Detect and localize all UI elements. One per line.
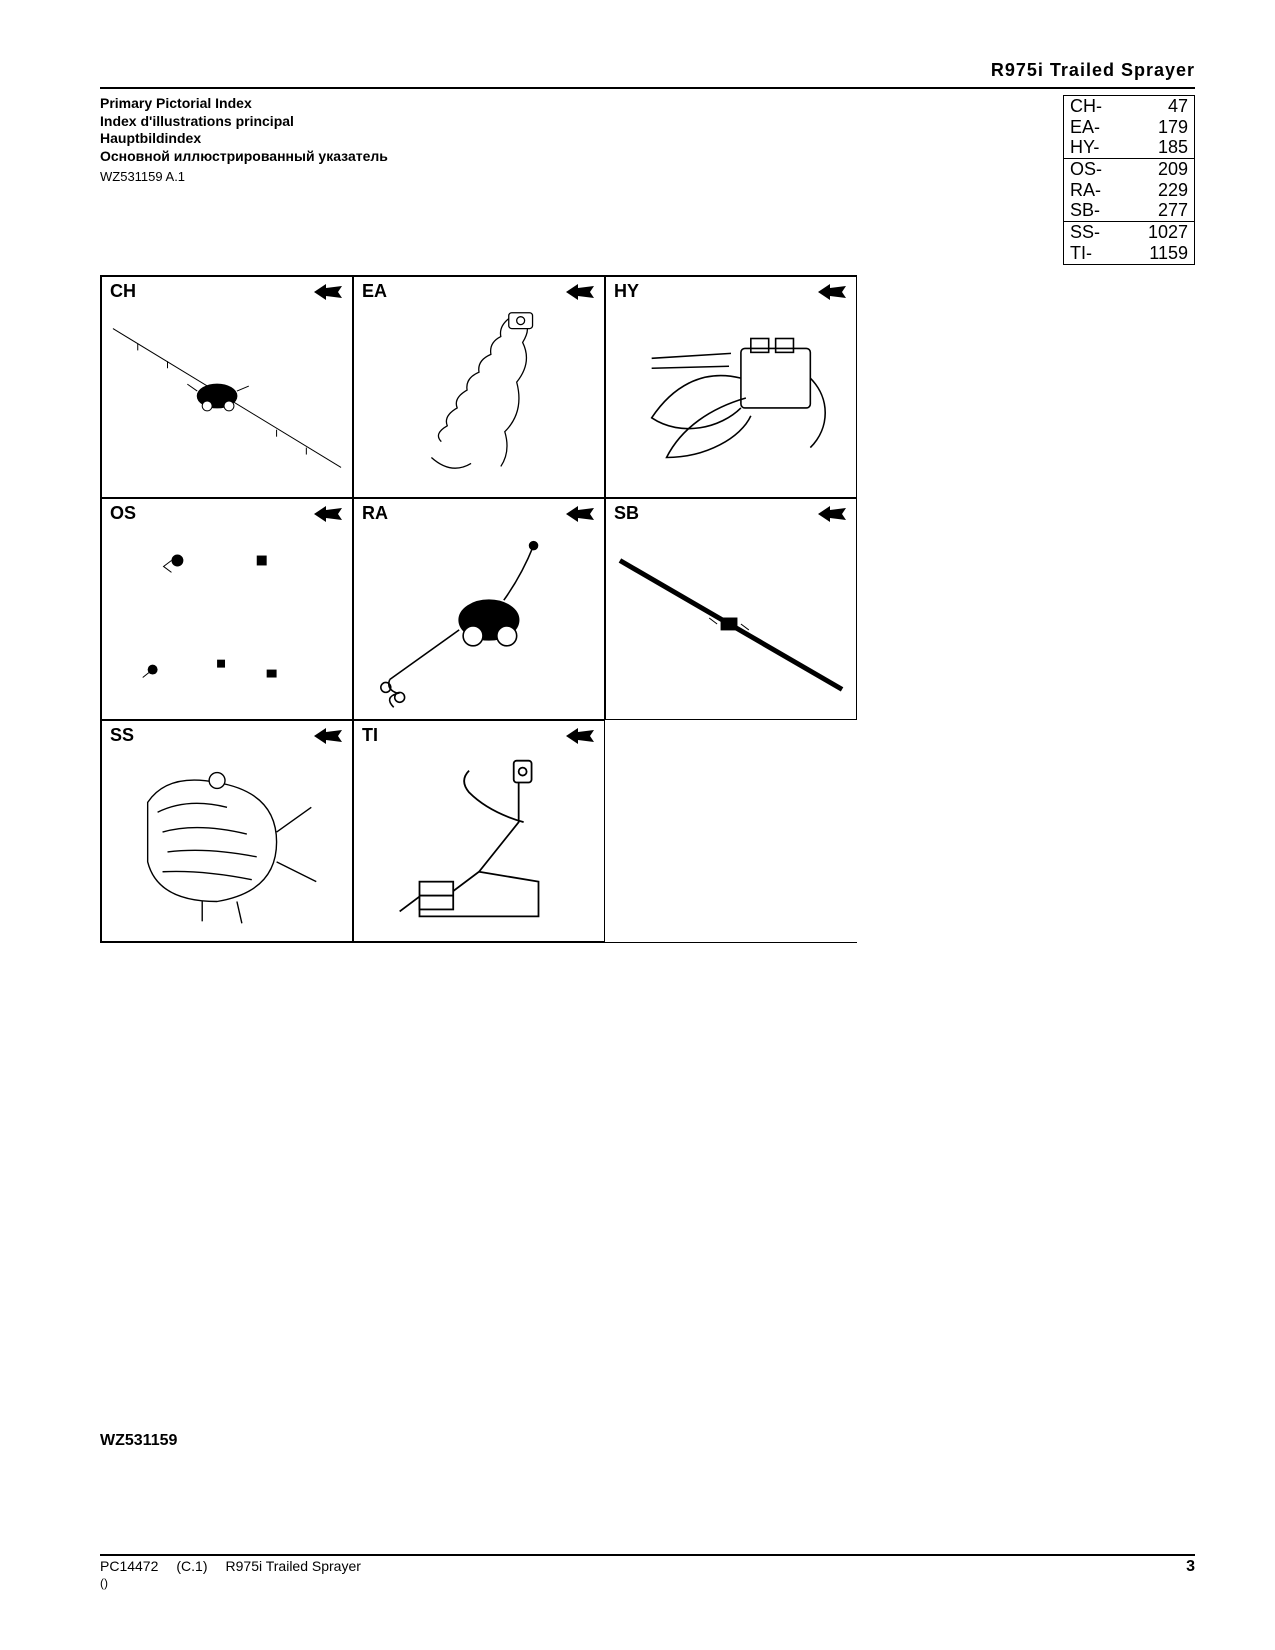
cell-label: RA	[362, 503, 388, 524]
drawing-sb	[612, 527, 850, 713]
index-row[interactable]: SS- 1027	[1064, 222, 1194, 243]
index-row[interactable]: RA- 229	[1064, 180, 1194, 201]
index-val: 185	[1158, 137, 1188, 158]
pointer-left-icon	[566, 505, 594, 523]
grid-cell-ea[interactable]: EA	[353, 276, 605, 498]
pointer-left-icon	[818, 283, 846, 301]
title-de: Hauptbildindex	[100, 130, 388, 148]
index-val: 229	[1158, 180, 1188, 201]
index-val: 179	[1158, 117, 1188, 138]
cell-label: TI	[362, 725, 378, 746]
index-row[interactable]: SB- 277	[1064, 200, 1194, 221]
index-row[interactable]: EA- 179	[1064, 117, 1194, 138]
pictorial-grid: CH EA	[100, 275, 857, 943]
index-key: RA-	[1070, 180, 1101, 201]
footer-paren: ()	[100, 1576, 1195, 1590]
cell-label: SS	[110, 725, 134, 746]
product-header: R975i Trailed Sprayer	[100, 60, 1195, 87]
page-footer: PC14472 (C.1) R975i Trailed Sprayer 3 ()	[100, 1554, 1195, 1590]
grid-cell-hy[interactable]: HY	[605, 276, 857, 498]
grid-cell-ra[interactable]: RA	[353, 498, 605, 720]
title-row: Primary Pictorial Index Index d'illustra…	[100, 95, 1195, 265]
pointer-left-icon	[314, 727, 342, 745]
drawing-ra	[360, 527, 598, 713]
index-val: 1159	[1149, 243, 1188, 264]
cell-label: HY	[614, 281, 639, 302]
cell-label: OS	[110, 503, 136, 524]
header-rule	[100, 87, 1195, 89]
index-key: OS-	[1070, 159, 1102, 180]
title-en: Primary Pictorial Index	[100, 95, 388, 113]
pointer-left-icon	[314, 505, 342, 523]
drawing-ch	[108, 305, 346, 491]
title-block: Primary Pictorial Index Index d'illustra…	[100, 95, 388, 184]
drawing-os	[108, 527, 346, 713]
bottom-drawing-code: WZ531159	[100, 1432, 177, 1450]
drawing-hy	[612, 305, 850, 491]
grid-cell-empty	[605, 720, 857, 942]
index-row[interactable]: TI- 1159	[1064, 243, 1194, 264]
grid-cell-ti[interactable]: TI	[353, 720, 605, 942]
pointer-left-icon	[566, 283, 594, 301]
grid-cell-ss[interactable]: SS	[101, 720, 353, 942]
index-row[interactable]: HY- 185	[1064, 137, 1194, 158]
footer-product: R975i Trailed Sprayer	[226, 1558, 361, 1576]
index-row[interactable]: CH- 47	[1064, 96, 1194, 117]
drawing-code: WZ531159 A.1	[100, 169, 388, 184]
index-val: 47	[1168, 96, 1188, 117]
title-fr: Index d'illustrations principal	[100, 113, 388, 131]
grid-cell-sb[interactable]: SB	[605, 498, 857, 720]
index-val: 209	[1158, 159, 1188, 180]
grid-cell-os[interactable]: OS	[101, 498, 353, 720]
cell-label: EA	[362, 281, 387, 302]
pointer-left-icon	[818, 505, 846, 523]
drawing-ss	[108, 749, 346, 935]
index-key: HY-	[1070, 137, 1099, 158]
page-index-table: CH- 47 EA- 179 HY- 185 OS- 209 RA- 229 S…	[1063, 95, 1195, 265]
index-key: EA-	[1070, 117, 1100, 138]
index-key: SS-	[1070, 222, 1100, 243]
footer-catalog: PC14472	[100, 1558, 158, 1576]
drawing-ti	[360, 749, 598, 935]
cell-label: CH	[110, 281, 136, 302]
index-val: 1027	[1148, 222, 1188, 243]
pointer-left-icon	[566, 727, 594, 745]
pointer-left-icon	[314, 283, 342, 301]
index-key: CH-	[1070, 96, 1102, 117]
index-val: 277	[1158, 200, 1188, 221]
title-ru: Основной иллюстрированный указатель	[100, 148, 388, 166]
index-key: TI-	[1070, 243, 1092, 264]
footer-page-number: 3	[1186, 1558, 1195, 1576]
index-key: SB-	[1070, 200, 1100, 221]
drawing-ea	[360, 305, 598, 491]
cell-label: SB	[614, 503, 639, 524]
footer-revision: (C.1)	[176, 1558, 207, 1576]
index-row[interactable]: OS- 209	[1064, 159, 1194, 180]
grid-cell-ch[interactable]: CH	[101, 276, 353, 498]
